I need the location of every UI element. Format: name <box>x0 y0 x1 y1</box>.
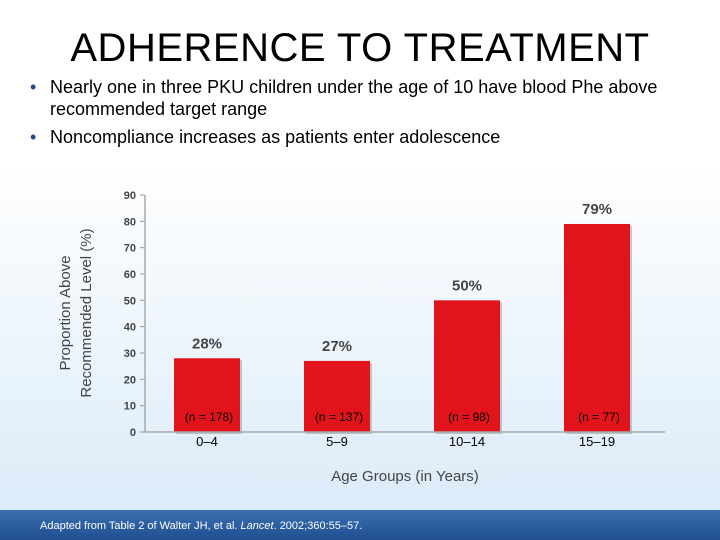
slide-title: ADHERENCE TO TREATMENT <box>70 26 650 70</box>
y-tick-label: 50 <box>124 295 136 307</box>
citation-journal: Lancet <box>240 520 274 532</box>
y-tick-label: 80 <box>124 216 136 228</box>
bars: 28% (n = 178) 27% (n = 137) 50% (n = 98) 79% (n… <box>174 201 632 434</box>
x-tick-label: 10–14 <box>449 434 485 449</box>
y-tick-label: 40 <box>124 322 136 334</box>
y-axis-title-line: Recommended Level (%) <box>78 228 95 397</box>
x-axis-labels: 0–4 5–9 10–14 15–19 Age Groups (in Years) <box>196 434 615 485</box>
y-tick-label: 60 <box>124 269 136 281</box>
bullet-item: • Nearly one in three PKU children under … <box>30 76 700 120</box>
bar-n-label: (n = 137) <box>315 410 363 424</box>
bar <box>564 223 630 432</box>
y-tick-label: 30 <box>124 348 136 360</box>
bar-n-label: (n = 98) <box>448 410 490 424</box>
bar-n-label: (n = 178) <box>185 410 233 424</box>
bullet-item: • Noncompliance increases as patients ent… <box>30 126 700 148</box>
bar <box>174 358 240 432</box>
y-axis-title-text: Proportion Above Recommended Level (%) <box>57 228 95 397</box>
x-tick-label: 15–19 <box>579 434 615 449</box>
bullet-icon: • <box>30 77 37 97</box>
x-tick-label: 0–4 <box>196 434 218 449</box>
y-tick-label: 20 <box>124 374 136 386</box>
bullet-list: • Nearly one in three PKU children under … <box>30 76 700 154</box>
bar-n-label: (n = 77) <box>578 410 620 424</box>
y-tick-label: 10 <box>124 401 136 413</box>
bullet-icon: • <box>30 127 37 147</box>
y-tick-label: 0 <box>130 427 136 439</box>
bar-value-label: 50% <box>452 277 482 294</box>
citation-suffix: . 2002;360:55–57. <box>273 520 363 532</box>
y-axis-title-line: Proportion Above <box>57 255 74 370</box>
x-tick-label: 5–9 <box>326 434 348 449</box>
bar <box>304 360 370 432</box>
axes <box>144 195 665 433</box>
bar <box>434 300 500 432</box>
y-axis-title: Proportion Above Recommended Level (%) <box>57 228 95 397</box>
citation-prefix: Adapted from Table 2 of Walter JH, et al… <box>40 520 241 532</box>
y-tick-label: 90 <box>124 190 136 202</box>
bullet-text: Nearly one in three PKU children under t… <box>50 77 658 119</box>
x-axis-title: Age Groups (in Years) <box>331 468 479 485</box>
bar-value-label: 28% <box>192 335 222 352</box>
footer-citation: Adapted from Table 2 of Walter JH, et al… <box>40 520 362 532</box>
footer-bar <box>0 510 720 540</box>
y-tick-label: 70 <box>124 243 136 255</box>
bullet-text: Noncompliance increases as patients ente… <box>50 127 501 147</box>
bar-value-label: 79% <box>582 201 612 218</box>
y-axis-ticks: 0 10 20 30 40 50 60 70 80 90 <box>124 190 145 439</box>
bar-value-label: 27% <box>322 338 352 355</box>
